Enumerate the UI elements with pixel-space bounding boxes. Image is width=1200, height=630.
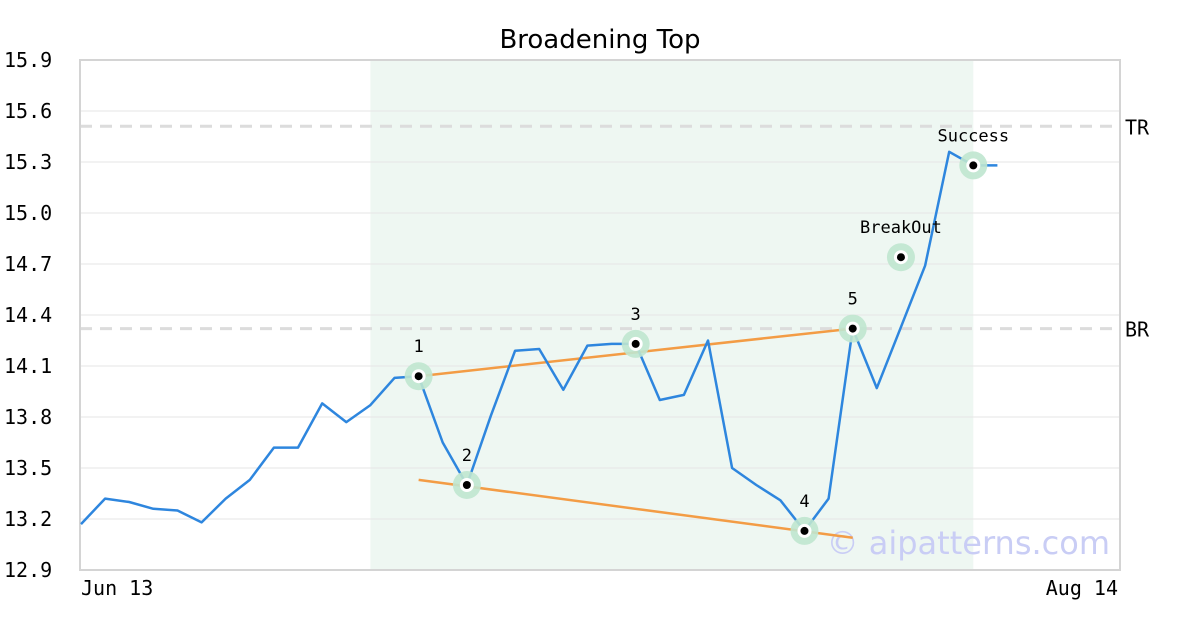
chart-title: Broadening Top [499,25,700,55]
levels-layer: TR BR [80,115,1150,342]
x-tick-label: Jun 13 [81,576,153,600]
y-axis-tick-labels: 12.9 13.2 13.5 13.8 14.1 14.4 14.7 15.0 15.3 15.6… [4,48,52,582]
marker-dot [800,526,809,535]
marker-label: 1 [414,337,424,357]
marker-label: 5 [848,290,858,310]
y-tick-label: 15.9 [4,48,52,72]
gridlines-layer [80,110,1120,520]
y-tick-label: 14.1 [4,354,52,378]
marker-dot [896,253,905,262]
marker-dot [969,161,978,170]
series-layer [80,150,998,533]
marker-dot [848,324,857,333]
marker-label: Success [937,126,1009,146]
marker-dot [631,339,640,348]
y-tick-label: 15.6 [4,99,52,123]
price-series-line [80,150,998,533]
y-tick-label: 15.3 [4,150,52,174]
level-label: TR [1125,115,1150,139]
y-tick-label: 13.5 [4,456,52,480]
trendline-lower [418,478,853,539]
marker-dot [414,372,423,381]
y-tick-label: 12.9 [4,558,52,582]
x-axis-tick-labels: Jun 13 Aug 14 [81,576,1118,600]
y-tick-label: 13.2 [4,507,52,531]
marker-label: 2 [462,446,472,466]
watermark: © aipatterns.com [827,524,1110,562]
plot-frame [79,59,1121,571]
markers-layer: 1 2 3 4 5 BreakOut Success [404,126,1009,545]
marker-label: 4 [799,492,809,512]
marker-dot [462,481,471,489]
y-tick-label: 14.7 [4,252,52,276]
y-tick-label: 13.8 [4,405,52,429]
marker-label: 3 [631,305,641,325]
x-tick-label: Aug 14 [1046,576,1118,600]
marker-label: BreakOut [860,218,942,238]
level-label: BR [1125,318,1150,342]
y-tick-label: 15.0 [4,201,52,225]
y-tick-label: 14.4 [4,303,52,327]
